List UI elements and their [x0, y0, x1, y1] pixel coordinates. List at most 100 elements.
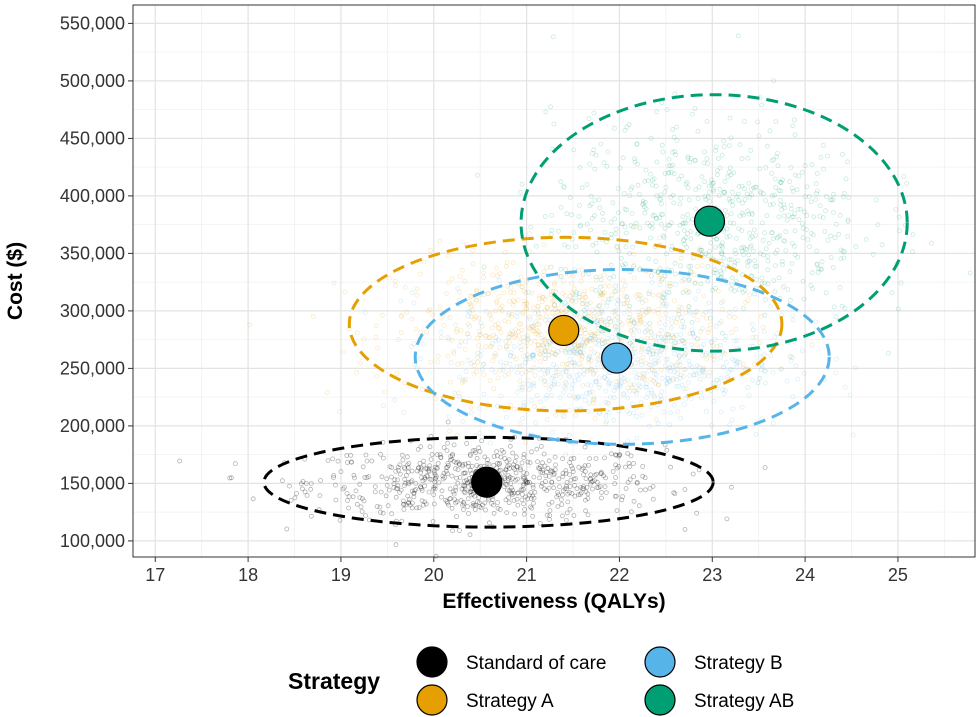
sim-point — [582, 344, 587, 350]
sim-point — [508, 332, 514, 337]
sim-point — [348, 459, 354, 465]
sim-point — [680, 290, 686, 295]
sim-point — [684, 179, 690, 185]
sim-point — [525, 337, 531, 343]
sim-point — [621, 301, 627, 306]
sim-point — [340, 486, 346, 492]
sim-point — [354, 370, 360, 376]
sim-point — [603, 490, 609, 496]
sim-point — [638, 487, 643, 493]
sim-point — [530, 513, 536, 519]
sim-point — [432, 472, 438, 478]
sim-point — [669, 169, 674, 175]
sim-point — [586, 116, 592, 122]
sim-point — [742, 288, 748, 293]
sim-point — [560, 488, 566, 494]
sim-point — [372, 489, 378, 495]
sim-point — [706, 326, 711, 332]
sim-point — [657, 235, 662, 241]
sim-point — [823, 290, 829, 296]
sim-point — [507, 353, 513, 359]
sim-point — [765, 143, 770, 149]
sim-point — [780, 285, 786, 290]
sim-point — [527, 479, 532, 485]
sim-point — [534, 328, 540, 333]
sim-point — [594, 485, 600, 490]
sim-point — [660, 290, 666, 296]
sim-point — [563, 483, 569, 489]
sim-point — [752, 258, 757, 264]
sim-point — [616, 248, 622, 254]
sim-point — [503, 360, 509, 366]
sim-point — [561, 389, 566, 395]
sim-point — [600, 341, 606, 346]
sim-point — [740, 200, 745, 206]
sim-point — [449, 276, 455, 282]
sim-point — [735, 33, 741, 39]
sim-point — [612, 323, 618, 329]
sim-point — [359, 509, 365, 515]
sim-point — [649, 225, 655, 231]
mean-point-strategy-ab — [693, 205, 726, 237]
sim-point — [447, 379, 453, 385]
sim-point — [751, 227, 757, 233]
sim-point — [632, 320, 637, 326]
sim-point — [831, 210, 836, 216]
sim-point — [497, 367, 503, 373]
sim-point — [673, 271, 678, 277]
sim-point — [521, 381, 526, 387]
sim-point — [713, 285, 718, 291]
sim-point — [501, 484, 507, 490]
sim-point — [461, 499, 467, 505]
sim-point — [577, 491, 583, 497]
sim-point — [581, 371, 587, 377]
sim-point — [445, 335, 451, 340]
sim-point — [790, 394, 796, 400]
sim-point — [573, 351, 579, 357]
sim-point — [653, 259, 659, 264]
sim-point — [431, 492, 437, 498]
sim-point — [572, 394, 577, 400]
sim-point — [719, 152, 725, 158]
sim-point — [759, 280, 765, 286]
sim-point — [685, 185, 691, 191]
sim-point — [589, 201, 594, 207]
sim-point — [541, 344, 546, 350]
sim-point — [708, 177, 714, 183]
sim-point — [527, 326, 533, 332]
sim-point — [635, 356, 641, 362]
sim-point — [425, 473, 431, 479]
sim-point — [517, 465, 523, 471]
sim-point — [633, 388, 639, 394]
sim-point — [496, 293, 502, 299]
sim-point — [478, 505, 484, 511]
sim-point — [721, 266, 727, 272]
sim-point — [648, 329, 654, 335]
sim-point — [511, 298, 516, 303]
sim-point — [588, 336, 594, 342]
panel-background — [133, 5, 975, 557]
sim-point — [468, 489, 474, 495]
sim-point — [450, 453, 455, 458]
sim-point — [527, 460, 533, 466]
sim-point — [464, 477, 469, 483]
sim-point — [519, 363, 525, 369]
sim-point — [411, 341, 417, 346]
sim-point — [592, 213, 597, 218]
sim-point — [728, 286, 734, 292]
sim-point — [575, 346, 581, 352]
sim-point — [542, 378, 548, 384]
sim-point — [487, 311, 493, 317]
sim-point — [672, 149, 678, 154]
sim-point — [393, 486, 399, 492]
sim-point — [578, 490, 584, 496]
sim-point — [497, 344, 503, 350]
sim-point — [577, 165, 583, 171]
sim-point — [802, 194, 808, 200]
sim-point — [563, 468, 569, 474]
sim-point — [502, 318, 508, 324]
sim-point — [531, 324, 536, 330]
sim-point — [565, 499, 571, 505]
sim-point — [639, 344, 645, 350]
sim-point — [652, 334, 657, 340]
